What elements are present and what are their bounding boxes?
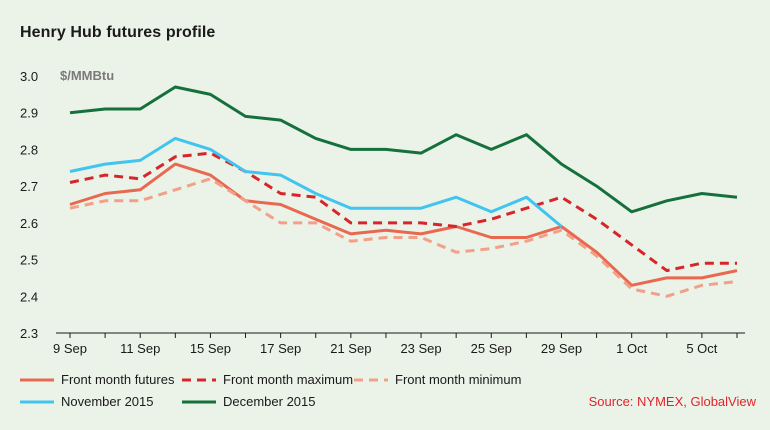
x-tick-label: 29 Sep (541, 341, 582, 356)
legend-swatch (354, 378, 388, 381)
y-tick-label: 2.8 (20, 142, 38, 157)
y-tick-label: 2.5 (20, 253, 38, 268)
x-tick-label: 23 Sep (400, 341, 441, 356)
x-tick-label: 15 Sep (190, 341, 231, 356)
legend-label: Front month futures (61, 372, 175, 387)
y-tick-label: 2.3 (20, 326, 38, 341)
x-tick-label: 11 Sep (120, 341, 160, 356)
y-tick-label: 2.7 (20, 179, 38, 194)
y-axis-unit-label: $/MMBtu (60, 68, 114, 83)
legend-item-november-2015: November 2015 (20, 394, 154, 409)
y-tick-label: 2.9 (20, 106, 38, 121)
x-tick-label: 1 Oct (616, 341, 647, 356)
series-line-december-2015 (69, 85, 738, 214)
legend-swatch (20, 400, 54, 403)
legend: Front month futures Front month maximum … (20, 372, 760, 416)
x-tick-label: 5 Oct (686, 341, 717, 356)
y-tick-label: 2.6 (20, 216, 38, 231)
x-axis: 9 Sep 11 Sep 15 Sep 17 Sep 21 Sep 23 Sep 25 Se… (53, 333, 738, 356)
series-layer (69, 85, 738, 298)
legend-item-december-2015: December 2015 (182, 394, 316, 409)
source-note: Source: NYMEX, GlobalView (588, 394, 756, 409)
x-tick-label: 25 Sep (471, 341, 512, 356)
series-line-front-month-minimum (69, 177, 738, 298)
chart-title: Henry Hub futures profile (20, 24, 216, 41)
legend-label: November 2015 (61, 394, 154, 409)
series-line-front-month-maximum (69, 151, 737, 273)
legend-swatch (182, 378, 216, 381)
x-tick-label: 17 Sep (260, 341, 301, 356)
legend-label: December 2015 (223, 394, 316, 409)
x-tick-label: 9 Sep (53, 341, 87, 356)
legend-item-front-month-minimum: Front month minimum (354, 372, 521, 387)
y-tick-label: 2.4 (20, 289, 38, 304)
legend-item-front-month-maximum: Front month maximum (182, 372, 353, 387)
legend-swatch (20, 378, 54, 381)
y-tick-label: 3.0 (20, 69, 38, 84)
x-tick-label: 21 Sep (330, 341, 371, 356)
legend-swatch (182, 400, 216, 403)
y-axis: 2.3 2.4 2.5 2.6 2.7 2.8 2.9 3.0 (20, 69, 38, 341)
legend-item-front-month-futures: Front month futures (20, 372, 174, 387)
series-line-november-2015 (69, 136, 563, 228)
legend-label: Front month maximum (223, 372, 354, 387)
legend-label: Front month minimum (395, 372, 522, 387)
series-line-front-month-futures (69, 162, 738, 287)
